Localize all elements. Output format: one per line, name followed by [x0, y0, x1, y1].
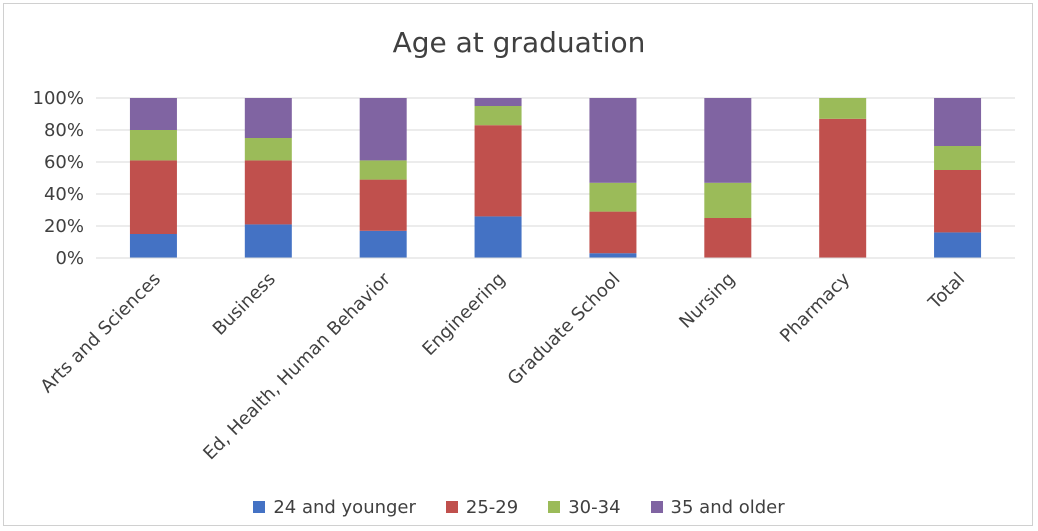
- bar-segment: [704, 98, 752, 183]
- x-tick-label: Nursing: [675, 269, 739, 333]
- legend-item: 25-29: [445, 496, 519, 518]
- bar-segment: [359, 160, 407, 180]
- x-tick-label: Business: [209, 269, 280, 340]
- bar-segment: [819, 98, 867, 119]
- y-tick-label: 40%: [44, 184, 84, 205]
- y-tick-label: 0%: [55, 248, 84, 269]
- bar-segment: [934, 146, 982, 170]
- legend-swatch: [650, 501, 663, 513]
- bar-segment: [819, 118, 867, 258]
- x-tick-label: Ed, Health, Human Behavior: [199, 268, 395, 464]
- bar-segment: [474, 98, 522, 106]
- bar-segment: [359, 98, 407, 161]
- bar-segment: [704, 182, 752, 218]
- bar-segment: [129, 130, 177, 161]
- legend-label: 24 and younger: [273, 496, 416, 518]
- bar-segment: [359, 230, 407, 258]
- bar-segment: [359, 179, 407, 231]
- bar-segment: [244, 160, 292, 225]
- y-tick-label: 80%: [44, 120, 84, 141]
- bar-segment: [934, 170, 982, 233]
- legend-swatch: [445, 501, 458, 513]
- bar-segment: [934, 98, 982, 146]
- bar-segment: [934, 232, 982, 258]
- x-tick-label: Total: [924, 269, 969, 314]
- x-tick-label: Arts and Sciences: [37, 269, 165, 397]
- bar-segment: [589, 211, 637, 254]
- x-tick-label: Pharmacy: [776, 268, 854, 346]
- legend-swatch: [253, 501, 266, 513]
- bar-segment: [704, 218, 752, 258]
- chart-frame: [3, 3, 1033, 526]
- bar-segment: [244, 224, 292, 258]
- bar-segment: [474, 106, 522, 126]
- bar-segment: [474, 125, 522, 217]
- bar-segment: [589, 253, 637, 258]
- legend-label: 30-34: [568, 496, 621, 518]
- legend-item: 30-34: [548, 496, 621, 518]
- legend-label: 35 and older: [670, 496, 785, 518]
- bar-segment: [244, 98, 292, 138]
- x-tick-label: Graduate School: [504, 269, 625, 390]
- bar-segment: [589, 98, 637, 183]
- bar-segment: [129, 98, 177, 130]
- bar-segment: [244, 138, 292, 161]
- legend-swatch: [548, 501, 561, 513]
- chart-title: Age at graduation: [392, 26, 646, 59]
- y-tick-label: 20%: [44, 216, 84, 237]
- legend-item: 35 and older: [650, 496, 785, 518]
- bar-segment: [589, 182, 637, 212]
- bar-segment: [129, 160, 177, 234]
- y-tick-label: 60%: [44, 152, 84, 173]
- y-tick-label: 100%: [33, 88, 84, 109]
- chart-legend: 24 and younger 25-29 30-34 35 and older: [0, 493, 1038, 521]
- legend-label: 25-29: [465, 496, 519, 518]
- legend-item: 24 and younger: [253, 497, 416, 518]
- bar-segment: [129, 234, 177, 258]
- x-tick-label: Engineering: [418, 269, 509, 360]
- bar-segment: [474, 216, 522, 258]
